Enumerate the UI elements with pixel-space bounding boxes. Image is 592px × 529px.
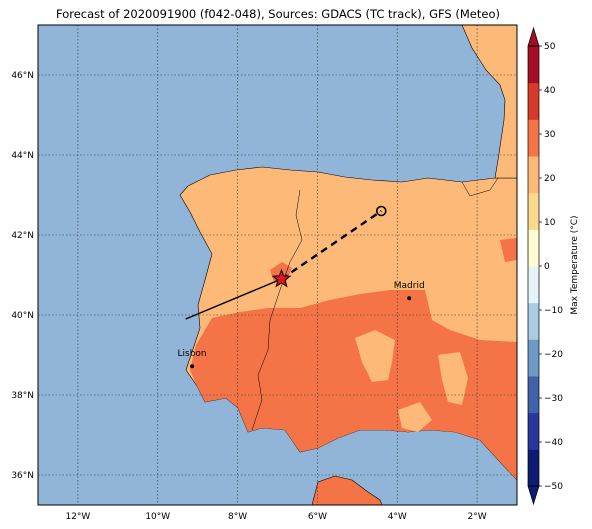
lat-tick-label: 46°N [11,71,34,81]
hot-region [190,290,517,480]
colorbar-segment [528,449,539,487]
current-position-star-icon [271,268,292,288]
cool-pocket-3 [398,402,432,432]
lon-tick-label: 12°W [65,512,90,522]
border-lines [251,177,499,431]
colorbar-segment [528,156,539,194]
lon-tick-label: 6°W [308,512,327,522]
colorbar-tick-label: 30 [544,130,556,140]
lat-tick-label: 38°N [11,391,34,401]
colorbar-segment [528,229,539,267]
colorbar-segment [528,266,539,304]
city-label: Lisbon [178,349,207,359]
figure-title: Forecast of 2020091900 (f042-048), Sourc… [56,7,500,21]
lat-tick-label: 42°N [11,231,34,241]
colorbar-tick-label: −40 [544,438,563,448]
colorbar-tick-label: 0 [544,262,550,272]
storm-track [185,205,387,320]
france-land [461,25,517,179]
lat-tick-label: 36°N [11,471,34,481]
cool-pocket-2 [438,352,468,405]
colorbar-segment [528,46,539,84]
colorbar-segment [528,192,539,230]
lat-tick-label: 40°N [11,311,34,321]
colorbar-segment [528,82,539,120]
colorbar-segment [528,119,539,157]
colorbar-tick-label: 40 [544,86,556,96]
cool-pocket-1 [355,330,395,382]
forecast-track-line [280,210,382,280]
longitude-axis: 12°W 10°W 8°W 6°W 4°W 2°W [65,512,486,522]
colorbar-label: Max Temperature (°C) [570,215,580,314]
colorbar-tick-label: 20 [544,174,556,184]
city-markers: Madrid Lisbon [178,281,425,369]
colorbar-tick-label: −10 [544,306,563,316]
colorbar-tick-label: 10 [544,218,556,228]
colorbar-segment [528,339,539,377]
colorbar-tick-label: 50 [544,42,556,52]
lon-tick-label: 2°W [468,512,487,522]
map-gridlines [38,25,517,505]
hot-region-north [500,238,517,262]
city-label: Madrid [394,281,425,291]
colorbar-bottom-extend [527,485,540,506]
lon-tick-label: 4°W [388,512,407,522]
past-track-line [185,278,282,320]
lon-tick-label: 8°W [228,512,247,522]
lat-tick-label: 44°N [11,151,34,161]
colorbar-segment [528,376,539,414]
city-dot [190,364,195,369]
morocco-land [311,475,383,505]
colorbar-tick-label: −20 [544,350,563,360]
latitude-axis: 36°N 38°N 40°N 42°N 44°N 46°N [11,71,34,481]
colorbar-segment [528,412,539,450]
colorbar-tick-label: −50 [544,482,563,492]
map-area [38,25,517,505]
lon-tick-label: 10°W [145,512,170,522]
colorbar-segment [528,302,539,340]
city-dot [407,296,412,301]
temperature-colorbar: 50 40 30 20 10 0 −10 −20 −30 −40 −50 [527,26,563,506]
colorbar-tick-label: −30 [544,394,563,404]
colorbar-top-extend [527,26,540,47]
map-frame [37,24,518,506]
forecast-end-marker [375,205,387,217]
